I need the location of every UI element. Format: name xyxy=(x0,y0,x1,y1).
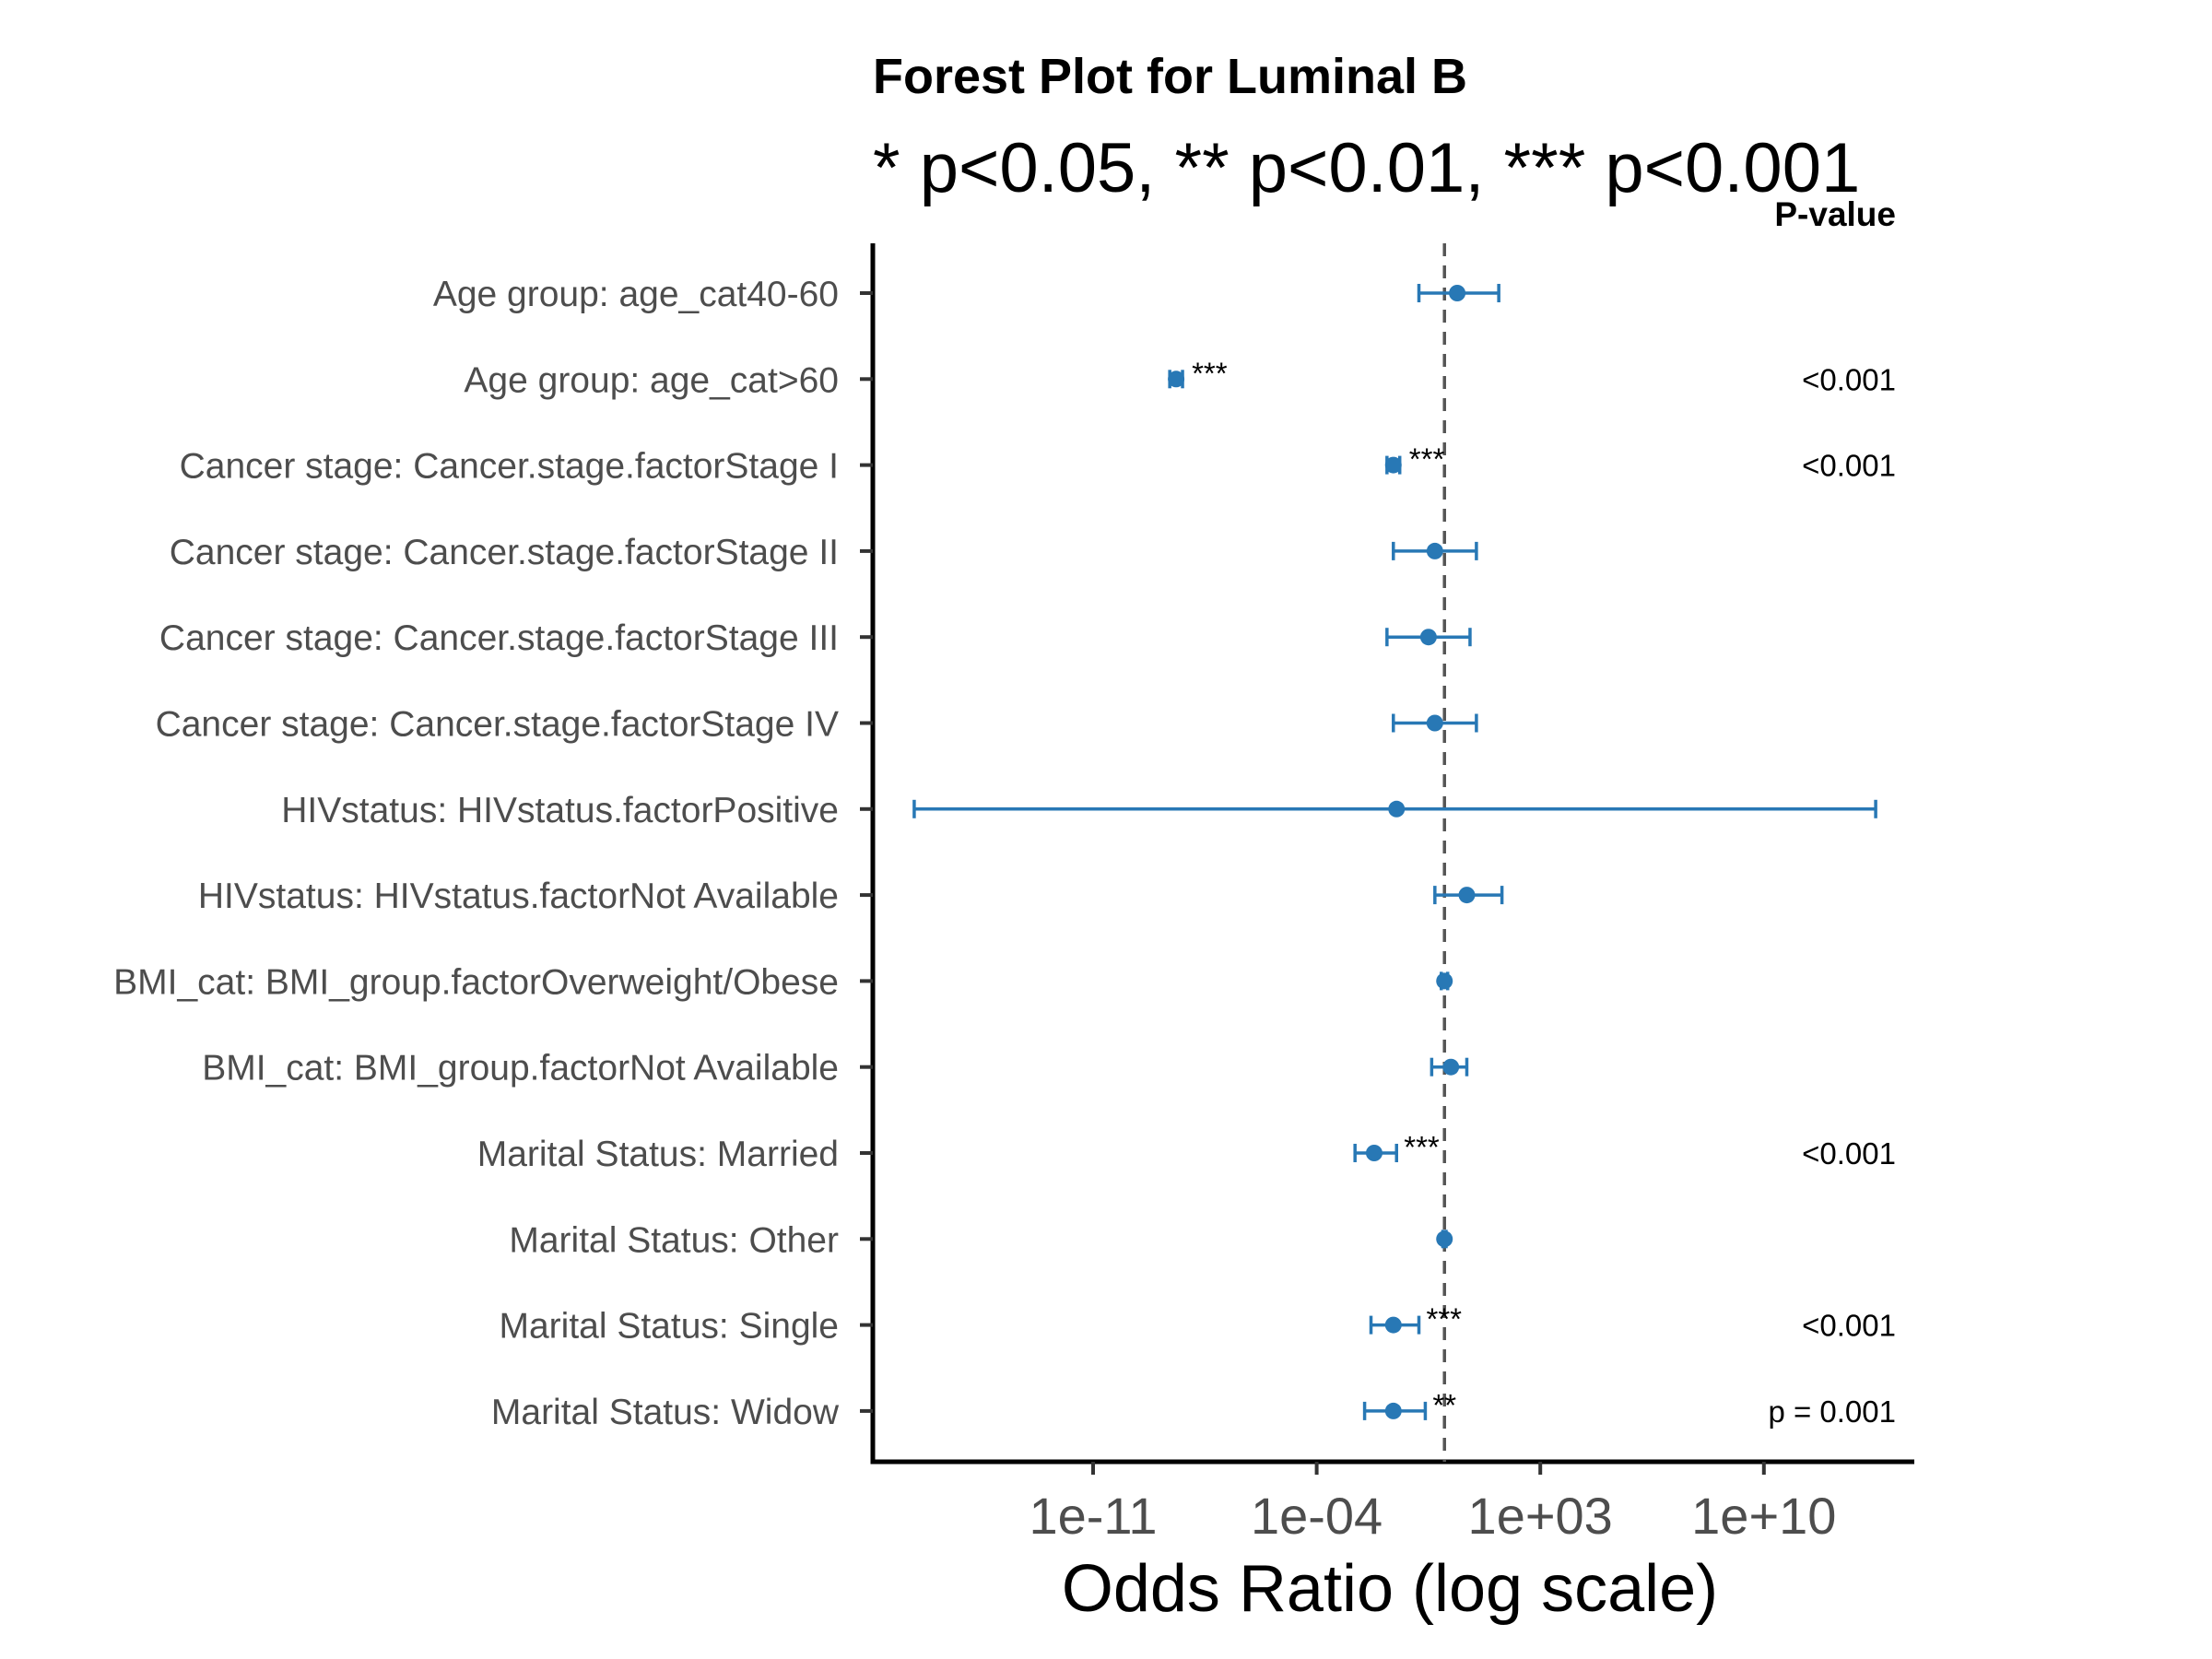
odds-ratio-point xyxy=(1384,1316,1402,1334)
y-tick-label: Marital Status: Married xyxy=(477,1135,839,1174)
odds-ratio-point xyxy=(1436,1230,1453,1248)
odds-ratio-point xyxy=(1384,1402,1402,1419)
x-axis-title: Odds Ratio (log scale) xyxy=(1062,1552,1718,1626)
significance-stars: *** xyxy=(1409,442,1445,477)
y-tick-label: Cancer stage: Cancer.stage.factorStage I… xyxy=(170,533,839,572)
p-value-label: <0.001 xyxy=(1802,362,1896,396)
odds-ratio-point xyxy=(1426,714,1443,732)
p-value-label: p = 0.001 xyxy=(1768,1394,1896,1429)
y-tick-label: BMI_cat: BMI_group.factorOverweight/Obes… xyxy=(113,962,839,1002)
y-tick-label: Cancer stage: Cancer.stage.factorStage I xyxy=(180,447,839,487)
odds-ratio-point xyxy=(1436,972,1453,990)
pvalue-header: P-value xyxy=(1774,195,1896,233)
x-tick-label: 1e+10 xyxy=(1691,1487,1836,1545)
odds-ratio-point xyxy=(1419,629,1437,646)
y-tick-label: Marital Status: Other xyxy=(509,1220,839,1260)
significance-stars: *** xyxy=(1192,356,1228,390)
y-tick-label: Age group: age_cat>60 xyxy=(464,360,839,400)
y-tick-label: Cancer stage: Cancer.stage.factorStage I… xyxy=(159,618,839,658)
y-tick-label: HIVstatus: HIVstatus.factorPositive xyxy=(281,791,839,830)
y-tick-label: Marital Status: Single xyxy=(499,1307,839,1347)
y-tick-label: BMI_cat: BMI_group.factorNot Available xyxy=(202,1049,839,1088)
significance-stars: *** xyxy=(1404,1130,1440,1164)
significance-stars: *** xyxy=(1427,1302,1463,1336)
p-value-label: <0.001 xyxy=(1802,449,1896,483)
x-tick-label: 1e-11 xyxy=(1029,1487,1157,1545)
p-value-label: <0.001 xyxy=(1802,1309,1896,1343)
odds-ratio-point xyxy=(1458,887,1476,904)
odds-ratio-point xyxy=(1168,371,1185,388)
chart-subtitle: * p<0.05, ** p<0.01, *** p<0.001 xyxy=(873,129,1860,207)
odds-ratio-point xyxy=(1449,285,1466,301)
chart-title: Forest Plot for Luminal B xyxy=(873,49,1467,104)
y-tick-label: Marital Status: Widow xyxy=(491,1393,840,1432)
x-tick-label: 1e-04 xyxy=(1251,1487,1382,1545)
y-tick-label: Age group: age_cat40-60 xyxy=(433,275,839,314)
y-tick-label: HIVstatus: HIVstatus.factorNot Available xyxy=(198,877,839,916)
x-tick-label: 1e+03 xyxy=(1468,1487,1613,1545)
odds-ratio-point xyxy=(1442,1058,1460,1076)
odds-ratio-point xyxy=(1384,456,1402,474)
p-value-label: <0.001 xyxy=(1802,1136,1896,1171)
odds-ratio-point xyxy=(1388,800,1406,818)
plot-area: 1e-11 1e-04 1e+03 1e+10 Age group: age_cat40… xyxy=(113,243,1914,1545)
y-tick-label: Cancer stage: Cancer.stage.factorStage I… xyxy=(156,705,839,745)
odds-ratio-point xyxy=(1365,1145,1382,1161)
significance-stars: ** xyxy=(1432,1388,1456,1422)
odds-ratio-point xyxy=(1426,542,1443,559)
